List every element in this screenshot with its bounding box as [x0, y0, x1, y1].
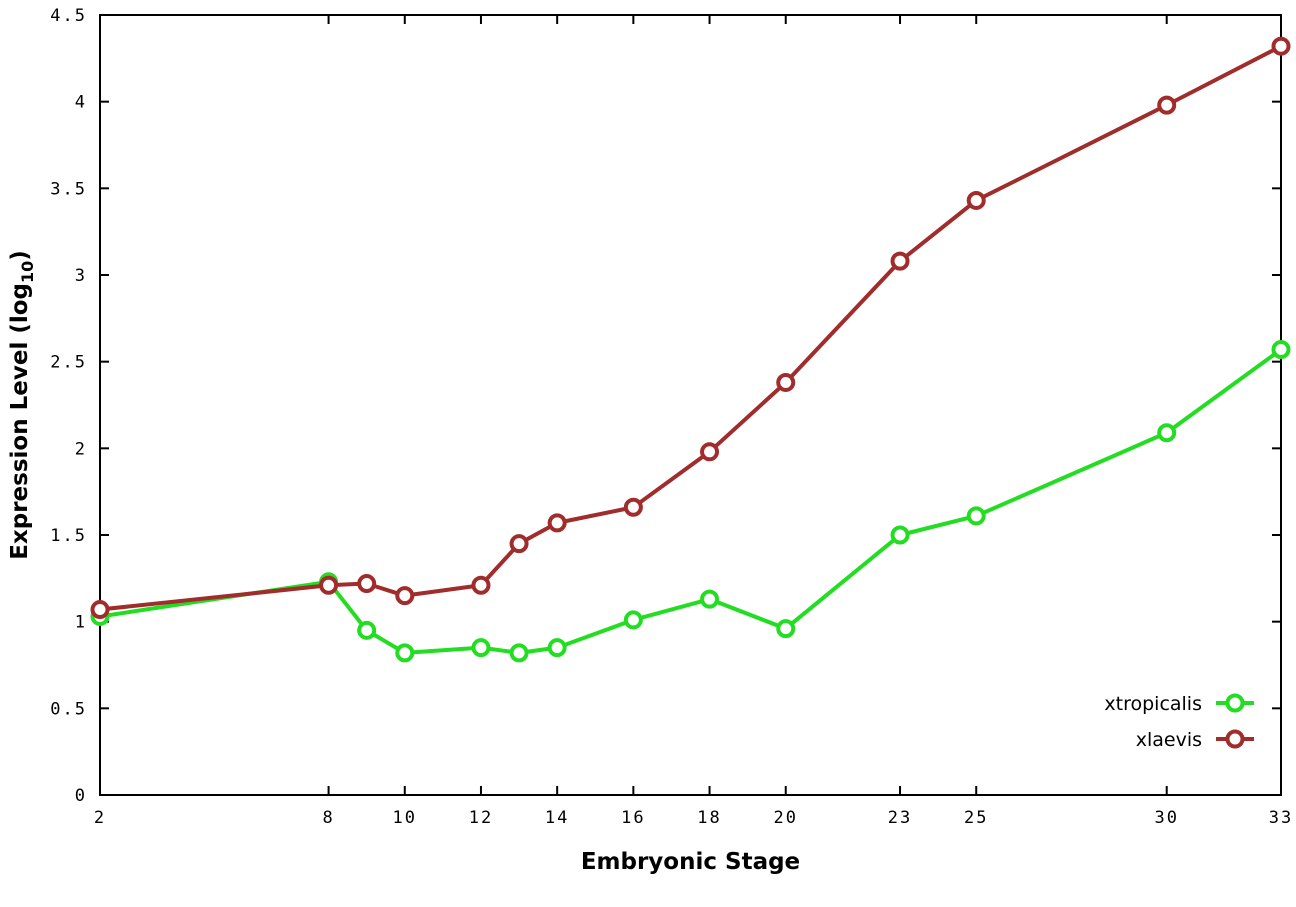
data-point-marker: [395, 643, 415, 663]
tick-labels: 2 8 10 12 14 16 18 20 23 25 30 33 0 0.5 1 1.5 2 2.5 3 3.5 4 4…: [50, 6, 1293, 828]
data-point-marker: [1271, 36, 1291, 56]
x-tick-label: 33: [1269, 808, 1293, 828]
y-tick-label: 0.5: [50, 699, 87, 719]
y-tick-label: 3: [75, 266, 87, 286]
data-point-marker: [966, 506, 986, 526]
data-point-marker: [623, 610, 643, 630]
x-tick-label: 30: [1154, 808, 1178, 828]
data-point-marker: [90, 600, 110, 620]
data-point-marker: [471, 638, 491, 658]
data-point-marker: [623, 497, 643, 517]
x-tick-label: 20: [773, 808, 797, 828]
data-point-marker: [700, 442, 720, 462]
y-tick-label: 1: [75, 613, 87, 633]
data-point-marker: [1157, 95, 1177, 115]
y-tick-label: 1.5: [50, 526, 87, 546]
data-point-marker: [1157, 423, 1177, 443]
data-point-marker: [357, 620, 377, 640]
x-tick-label: 10: [393, 808, 417, 828]
data-point-marker: [509, 534, 529, 554]
data-point-marker: [471, 575, 491, 595]
data-point-marker: [395, 586, 415, 606]
legend-label: xlaevis: [1136, 729, 1202, 751]
series-markers-xlaevis: [90, 36, 1291, 620]
data-point-marker: [776, 372, 796, 392]
x-tick-label: 18: [697, 808, 721, 828]
data-point-marker: [547, 638, 567, 658]
plot-border: [99, 14, 1282, 796]
data-point-marker: [319, 575, 339, 595]
x-tick-label: 23: [888, 808, 912, 828]
data-point-marker: [700, 589, 720, 609]
data-point-marker: [890, 525, 910, 545]
legend-item-xlaevis: xlaevis: [1136, 729, 1254, 751]
y-tick-label: 4: [75, 93, 87, 113]
legend-item-xtropicalis: xtropicalis: [1104, 693, 1254, 715]
x-tick-label: 16: [621, 808, 645, 828]
legend-marker: [1225, 693, 1245, 713]
x-tick-label: 25: [964, 808, 988, 828]
x-tick-label: 8: [322, 808, 334, 828]
x-tick-label: 14: [545, 808, 569, 828]
y-tick-label: 4.5: [50, 6, 87, 26]
y-tick-label: 2.5: [50, 353, 87, 373]
data-point-marker: [890, 251, 910, 271]
y-tick-label: 3.5: [50, 179, 87, 199]
data-point-marker: [509, 643, 529, 663]
y-tick-label: 0: [75, 786, 87, 806]
data-point-marker: [547, 513, 567, 533]
axis-ticks: [99, 14, 1282, 796]
legend-marker: [1225, 729, 1245, 749]
data-point-marker: [357, 574, 377, 594]
data-point-marker: [966, 190, 986, 210]
y-axis-label: Expression Level (log10): [7, 250, 37, 560]
x-tick-label: 12: [469, 808, 493, 828]
x-tick-label: 2: [94, 808, 106, 828]
data-point-marker: [1271, 340, 1291, 360]
legend: xtropicalis xlaevis: [1104, 693, 1254, 751]
legend-label: xtropicalis: [1104, 693, 1202, 715]
data-point-marker: [776, 619, 796, 639]
y-tick-label: 2: [75, 439, 87, 459]
x-axis-label: Embryonic Stage: [581, 849, 800, 875]
